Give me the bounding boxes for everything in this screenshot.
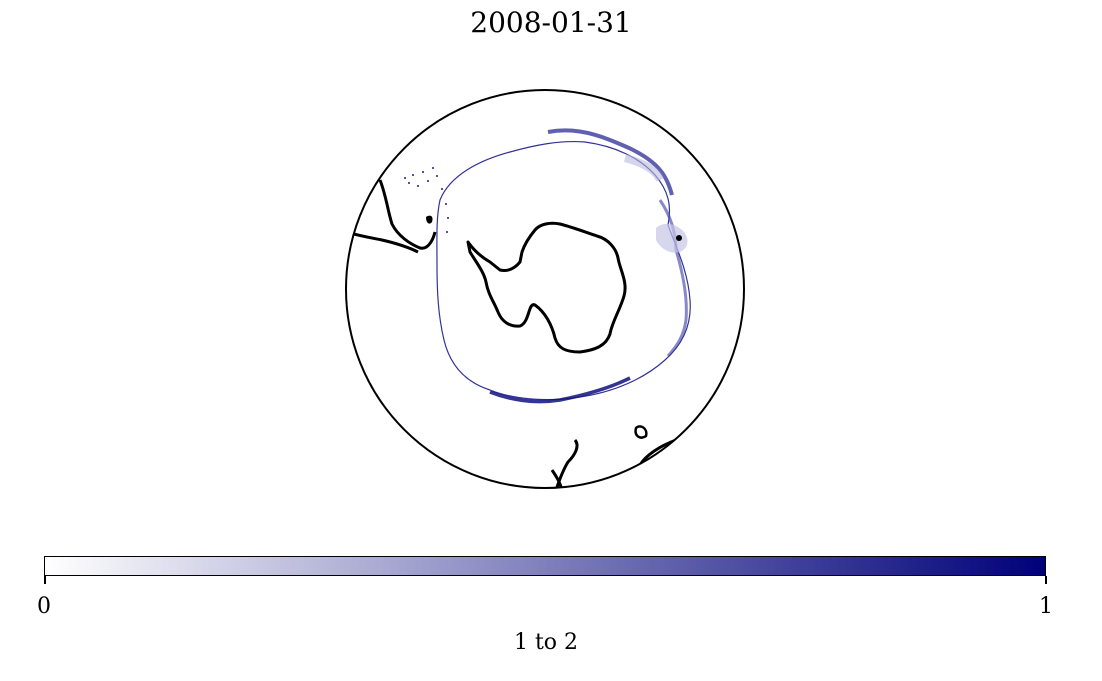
new-zealand-coastline — [550, 439, 579, 488]
colorbar — [44, 556, 1046, 576]
south-america-coastline-west — [346, 230, 419, 254]
tasmania-coastline — [634, 425, 648, 439]
falkland-islands — [426, 215, 433, 224]
ice-edge-south-shade — [489, 376, 631, 404]
ice-edge-plume-northeast — [623, 154, 664, 182]
colorbar-tick-min — [44, 576, 46, 584]
map-title: 2008-01-31 — [470, 6, 632, 39]
antarctica-coastline — [466, 221, 627, 354]
colorbar-label: 1 to 2 — [513, 630, 579, 655]
ice-edge-outer-shade — [547, 128, 674, 196]
polar-map — [345, 89, 745, 489]
ice-edge-patch-east — [656, 223, 688, 253]
ice-fragments — [404, 167, 449, 233]
colorbar-tick-max — [1045, 576, 1047, 584]
colorbar-min-label: 0 — [37, 594, 51, 619]
south-america-coastline — [378, 179, 437, 250]
island-dot — [676, 235, 682, 241]
colorbar-max-label: 1 — [1039, 594, 1053, 619]
globe-outline — [345, 89, 745, 489]
